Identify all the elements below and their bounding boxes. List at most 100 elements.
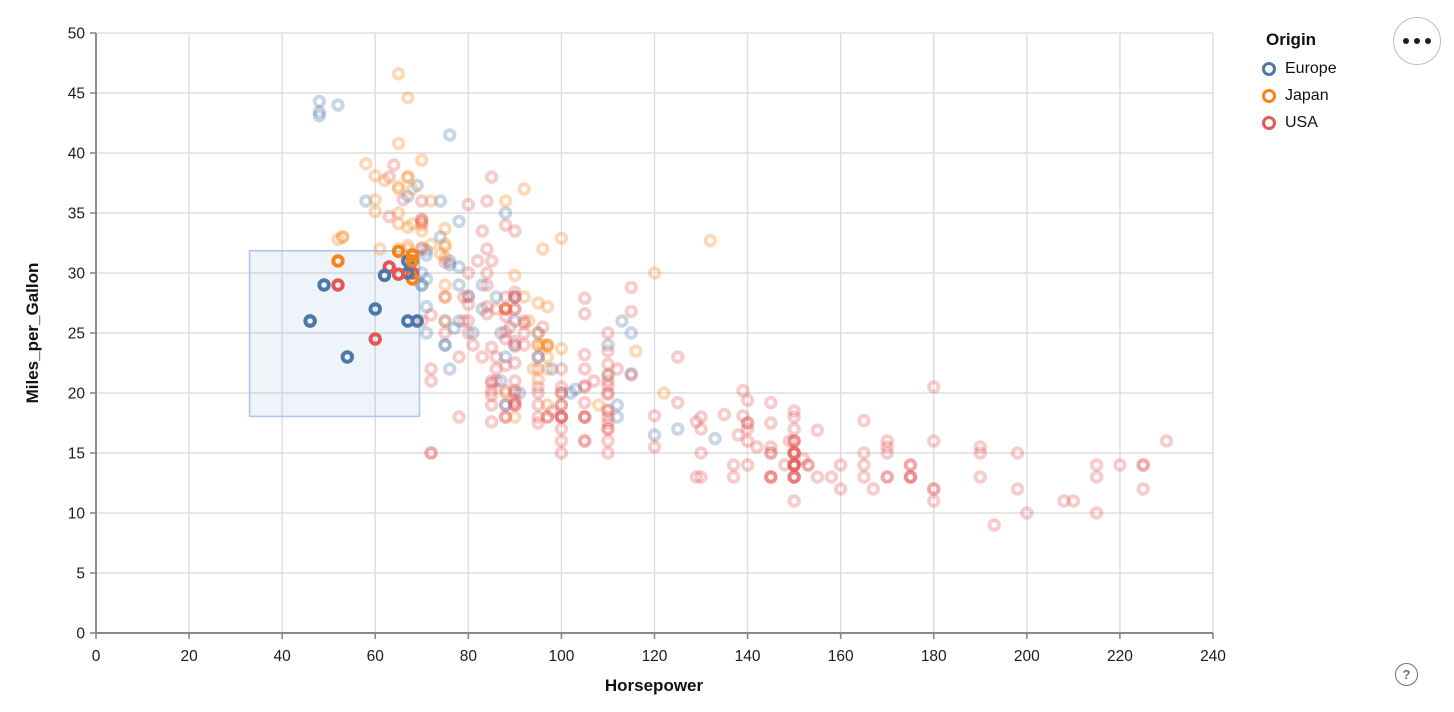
data-point[interactable]: [787, 470, 801, 484]
data-point[interactable]: [335, 230, 350, 244]
brush-rect[interactable]: [248, 250, 421, 418]
data-point[interactable]: [787, 458, 801, 472]
data-point[interactable]: [726, 470, 741, 484]
data-point[interactable]: [987, 518, 1001, 532]
data-point[interactable]: [577, 362, 592, 376]
data-point[interactable]: [540, 338, 555, 352]
data-point[interactable]: [540, 350, 555, 364]
data-point[interactable]: [577, 347, 592, 362]
data-point[interactable]: [401, 91, 415, 105]
data-point[interactable]: [401, 189, 415, 203]
data-point[interactable]: [736, 409, 750, 423]
data-point[interactable]: [554, 434, 569, 448]
data-point[interactable]: [508, 290, 522, 304]
data-point[interactable]: [601, 410, 615, 424]
data-point[interactable]: [531, 350, 545, 364]
data-point[interactable]: [1136, 458, 1150, 472]
data-point[interactable]: [624, 304, 638, 319]
data-point[interactable]: [536, 338, 550, 352]
data-point[interactable]: [331, 98, 345, 112]
data-point[interactable]: [447, 321, 462, 335]
data-point[interactable]: [405, 248, 420, 262]
data-point[interactable]: [731, 428, 745, 442]
data-point[interactable]: [433, 247, 448, 261]
data-point[interactable]: [647, 428, 662, 442]
data-point[interactable]: [671, 395, 685, 410]
data-point[interactable]: [787, 446, 801, 460]
data-point[interactable]: [466, 326, 480, 340]
data-point[interactable]: [689, 470, 704, 484]
data-point[interactable]: [740, 434, 755, 448]
data-point[interactable]: [540, 338, 555, 352]
data-point[interactable]: [778, 458, 792, 472]
data-point[interactable]: [424, 446, 438, 460]
data-point[interactable]: [540, 339, 555, 353]
data-point[interactable]: [484, 398, 499, 412]
data-point[interactable]: [438, 290, 452, 304]
data-point[interactable]: [382, 170, 396, 184]
data-point[interactable]: [973, 440, 987, 454]
data-point[interactable]: [554, 386, 569, 400]
data-point[interactable]: [1113, 458, 1127, 472]
data-point[interactable]: [391, 267, 406, 281]
data-point[interactable]: [787, 458, 801, 472]
data-point[interactable]: [903, 470, 918, 484]
data-point[interactable]: [927, 380, 941, 394]
data-point[interactable]: [601, 379, 615, 393]
data-point[interactable]: [577, 380, 592, 394]
data-point[interactable]: [531, 380, 545, 394]
data-point[interactable]: [787, 446, 801, 460]
data-point[interactable]: [475, 224, 489, 238]
data-point[interactable]: [508, 268, 522, 283]
data-point[interactable]: [517, 182, 531, 196]
data-point[interactable]: [726, 458, 741, 472]
data-point[interactable]: [601, 374, 615, 388]
data-point[interactable]: [401, 170, 415, 184]
data-point[interactable]: [629, 344, 643, 358]
data-point[interactable]: [512, 386, 527, 400]
data-point[interactable]: [564, 386, 578, 400]
data-point[interactable]: [787, 434, 801, 448]
data-point[interactable]: [880, 440, 894, 454]
data-point[interactable]: [461, 266, 476, 280]
data-point[interactable]: [508, 393, 522, 407]
data-point[interactable]: [531, 386, 545, 400]
data-point[interactable]: [1136, 482, 1150, 496]
data-point[interactable]: [498, 325, 513, 339]
data-point[interactable]: [554, 398, 569, 412]
data-point[interactable]: [554, 386, 569, 400]
data-point[interactable]: [368, 193, 382, 207]
data-point[interactable]: [782, 434, 797, 448]
data-point[interactable]: [415, 153, 429, 167]
data-point[interactable]: [489, 290, 503, 304]
data-point[interactable]: [577, 379, 592, 393]
data-point[interactable]: [1136, 458, 1150, 472]
help-button[interactable]: ?: [1395, 663, 1418, 686]
data-point[interactable]: [498, 386, 513, 400]
data-point[interactable]: [903, 470, 918, 484]
data-point[interactable]: [857, 446, 871, 460]
data-point[interactable]: [415, 241, 429, 255]
data-point[interactable]: [833, 482, 848, 496]
data-point[interactable]: [438, 338, 452, 352]
data-point[interactable]: [391, 67, 406, 81]
data-point[interactable]: [508, 398, 522, 412]
data-point[interactable]: [312, 109, 327, 123]
data-point[interactable]: [498, 302, 513, 316]
data-point[interactable]: [387, 158, 401, 172]
data-point[interactable]: [498, 309, 513, 323]
data-point[interactable]: [601, 446, 615, 460]
data-point[interactable]: [443, 257, 457, 272]
data-point[interactable]: [787, 422, 801, 436]
data-point[interactable]: [489, 374, 503, 388]
data-point[interactable]: [335, 230, 350, 244]
data-point[interactable]: [391, 217, 406, 231]
data-point[interactable]: [508, 314, 522, 328]
data-point[interactable]: [554, 410, 569, 424]
data-point[interactable]: [740, 422, 755, 436]
data-point[interactable]: [536, 242, 550, 256]
data-point[interactable]: [927, 434, 941, 448]
data-point[interactable]: [498, 302, 513, 316]
data-point[interactable]: [452, 314, 466, 328]
